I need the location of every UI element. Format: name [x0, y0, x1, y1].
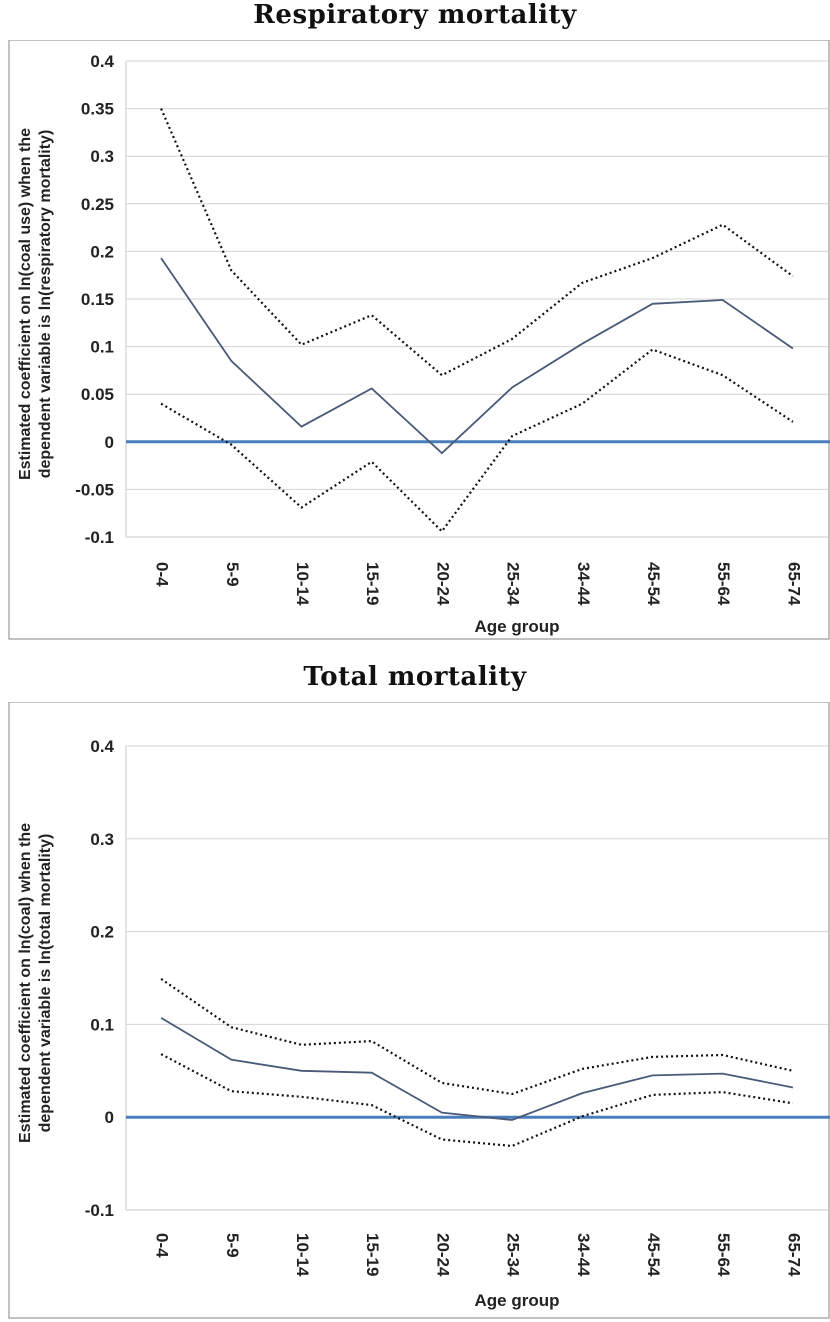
chart-frame	[8, 40, 830, 640]
respiratory-mortality-chart: -0.1 -0.05 0 0.05 0.1 0.15 0.2 0.25 0.3 0.35 0.4 0-…	[8, 40, 830, 640]
y-tick-label: 0.2	[90, 242, 114, 261]
series-lower-line	[160, 1053, 794, 1148]
y-axis-title-line: dependent variable is ln(respiratory mor…	[37, 130, 54, 479]
y-tick-label: 0.15	[81, 290, 114, 309]
x-tick-label: 15-19	[363, 562, 382, 605]
x-tick-label: 20-24	[433, 1233, 452, 1277]
y-tick-label: 0.4	[90, 737, 114, 756]
y-axis-title-line: dependent variable is ln(total mortality…	[37, 834, 54, 1133]
y-tick-label: 0.2	[90, 923, 114, 942]
y-tick-label: 0.1	[90, 338, 114, 357]
chart-frame	[8, 702, 830, 1319]
x-tick-label: 34-44	[574, 562, 593, 606]
y-tick-label: 0.3	[90, 830, 114, 849]
series-estimate-line	[160, 1017, 794, 1121]
x-tick-label: 15-19	[363, 1233, 382, 1276]
y-tick-label: 0.05	[81, 385, 114, 404]
x-tick-label: 65-74	[784, 1233, 803, 1277]
x-tick-label: 45-54	[644, 562, 663, 606]
y-tick-label: 0	[105, 433, 114, 452]
x-tick-label: 25-34	[504, 1233, 523, 1277]
chart-2-title: Total mortality	[303, 662, 527, 692]
y-tick-label: 0.25	[81, 195, 114, 214]
y-tick-label: 0.35	[81, 100, 114, 119]
y-tick-label: 0.1	[90, 1015, 114, 1034]
x-tick-label: 20-24	[433, 562, 452, 606]
chart-1-title: Respiratory mortality	[253, 0, 577, 30]
y-tick-label: -0.05	[75, 480, 114, 499]
x-axis-title: Age group	[475, 617, 560, 636]
x-tick-label: 55-64	[714, 1233, 733, 1277]
x-tick-label: 65-74	[784, 562, 803, 606]
y-tick-label: 0	[105, 1108, 114, 1127]
y-tick-label: 0.3	[90, 147, 114, 166]
x-axis-title: Age group	[475, 1291, 560, 1310]
y-axis-title-line: Estimated coefficient on ln(coal) when t…	[17, 823, 34, 1143]
y-tick-label: 0.4	[90, 52, 114, 71]
x-tick-label: 10-14	[293, 562, 312, 606]
series-upper-line	[160, 977, 794, 1096]
x-tick-label: 34-44	[574, 1233, 593, 1277]
y-axis-title-line: Estimated coefficient on ln(coal use) wh…	[17, 128, 34, 480]
x-tick-label: 5-9	[223, 562, 242, 587]
series-upper-line	[160, 108, 794, 377]
x-tick-label: 0-4	[153, 562, 172, 587]
y-tick-label: -0.1	[85, 528, 114, 547]
x-tick-label: 5-9	[223, 1233, 242, 1258]
y-tick-label: -0.1	[85, 1201, 114, 1220]
x-tick-label: 10-14	[293, 1233, 312, 1277]
x-tick-label: 55-64	[714, 562, 733, 606]
x-tick-label: 45-54	[644, 1233, 663, 1277]
x-tick-label: 0-4	[153, 1233, 172, 1258]
series-estimate-line	[160, 257, 794, 455]
total-mortality-chart: -0.1 0 0.1 0.2 0.3 0.4 0-4 5-9 10-14 15-19 20-24 25…	[8, 702, 830, 1319]
x-tick-label: 25-34	[504, 562, 523, 606]
